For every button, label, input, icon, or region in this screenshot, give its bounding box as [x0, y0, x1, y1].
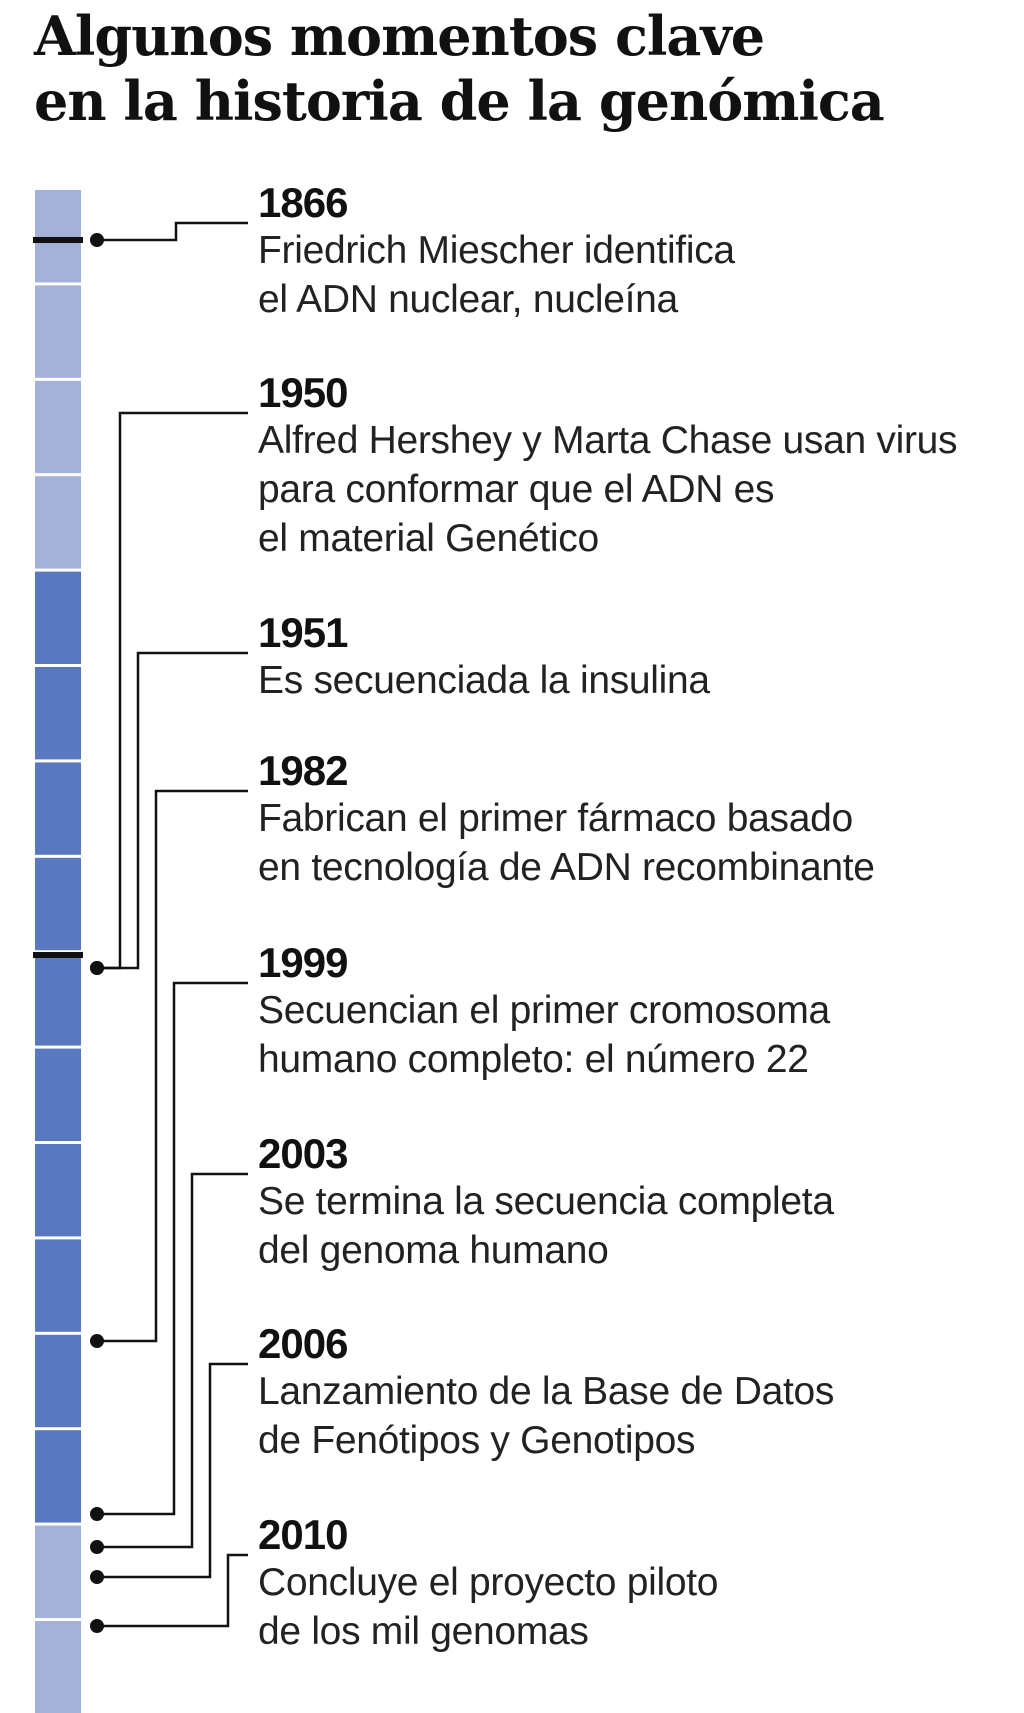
timeline-bar-segment: [35, 953, 81, 1046]
event-description-line: en tecnología de ADN recombinante: [258, 846, 875, 889]
title-line-2: en la historia de la genómica: [34, 69, 885, 133]
event-description-line: Es secuenciada la insulina: [258, 659, 710, 702]
timeline-dot: [90, 1570, 104, 1584]
event-description-line: Secuencian el primer cromosoma: [258, 989, 830, 1032]
timeline-connector-line: [97, 651, 248, 970]
timeline-bar-segment: [35, 1525, 81, 1618]
timeline-connectors: [90, 221, 248, 1633]
timeline-event-1999: 1999 Secuencian el primer cromosoma huma…: [258, 940, 1018, 1084]
timeline-bar-segment: [35, 667, 81, 760]
timeline-bar-segment: [35, 285, 81, 378]
event-description-line: Se termina la secuencia completa: [258, 1180, 834, 1223]
event-description-line: el ADN nuclear, nucleína: [258, 278, 678, 321]
timeline-bar: [33, 190, 83, 1713]
page-title: Algunos momentos clave en la historia de…: [34, 4, 885, 134]
timeline-event-1982: 1982 Fabrican el primer fármaco basado e…: [258, 748, 1018, 892]
timeline-bar-segment: [35, 1048, 81, 1141]
timeline-dot: [90, 1507, 104, 1521]
timeline-bar-segment: [35, 476, 81, 569]
timeline-dot: [90, 1334, 104, 1348]
event-year: 1866: [258, 179, 348, 226]
timeline-dot: [90, 1619, 104, 1633]
timeline-event-1950: 1950 Alfred Hershey y Marta Chase usan v…: [258, 370, 1018, 563]
timeline-event-2010: 2010 Concluye el proyecto piloto de los …: [258, 1512, 1018, 1656]
event-description-line: Fabrican el primer fármaco basado: [258, 797, 853, 840]
event-description-line: Lanzamiento de la Base de Datos: [258, 1370, 835, 1413]
timeline-bar-segment: [35, 857, 81, 951]
timeline-dot: [90, 233, 104, 247]
timeline-bar-segment: [35, 1144, 81, 1237]
timeline-bar-segment: [35, 1334, 81, 1428]
timeline-connector-line: [97, 1553, 248, 1628]
title-line-1: Algunos momentos clave: [34, 4, 765, 68]
timeline-event-2003: 2003 Se termina la secuencia completa de…: [258, 1131, 1018, 1275]
event-description-line: para conformar que el ADN es: [258, 468, 775, 511]
event-description-line: Alfred Hershey y Marta Chase usan virus: [258, 419, 958, 462]
timeline-bar-segment: [35, 571, 81, 664]
timeline-bar-segment: [35, 1239, 81, 1332]
timeline-event-2006: 2006 Lanzamiento de la Base de Datos de …: [258, 1321, 1018, 1465]
event-year: 1950: [258, 369, 348, 416]
event-description-line: el material Genético: [258, 517, 599, 560]
timeline-bar-segment: [35, 1621, 81, 1713]
timeline-bar-segment: [35, 1430, 81, 1523]
event-description-line: humano completo: el número 22: [258, 1038, 809, 1081]
timeline-bar-segment: [35, 190, 81, 283]
timeline-connector-line: [97, 981, 248, 1516]
timeline-connector-line: [97, 789, 248, 1343]
timeline-dot: [90, 961, 104, 975]
event-description-line: Friedrich Miescher identifica: [258, 229, 735, 272]
event-year: 1951: [258, 609, 348, 656]
event-year: 1999: [258, 939, 348, 986]
event-description-line: del genoma humano: [258, 1229, 609, 1272]
event-year: 2006: [258, 1320, 348, 1367]
event-year: 2010: [258, 1511, 348, 1558]
timeline-bar-segment: [35, 762, 81, 855]
event-year: 2003: [258, 1130, 348, 1177]
timeline-event-1951: 1951 Es secuenciada la insulina: [258, 610, 1018, 705]
event-description-line: Concluye el proyecto piloto: [258, 1561, 719, 1604]
event-year: 1982: [258, 747, 348, 794]
timeline-dot: [90, 1540, 104, 1554]
event-description-line: de Fenótipos y Genotipos: [258, 1419, 696, 1462]
timeline-connector-line: [97, 221, 248, 242]
timeline-event-1866: 1866 Friedrich Miescher identifica el AD…: [258, 180, 1018, 324]
timeline-connector-line: [97, 411, 248, 970]
timeline-connector-line: [97, 1172, 248, 1549]
event-description-line: de los mil genomas: [258, 1610, 589, 1653]
timeline-bar-segment: [35, 380, 81, 474]
timeline-connector-line: [97, 1362, 248, 1579]
